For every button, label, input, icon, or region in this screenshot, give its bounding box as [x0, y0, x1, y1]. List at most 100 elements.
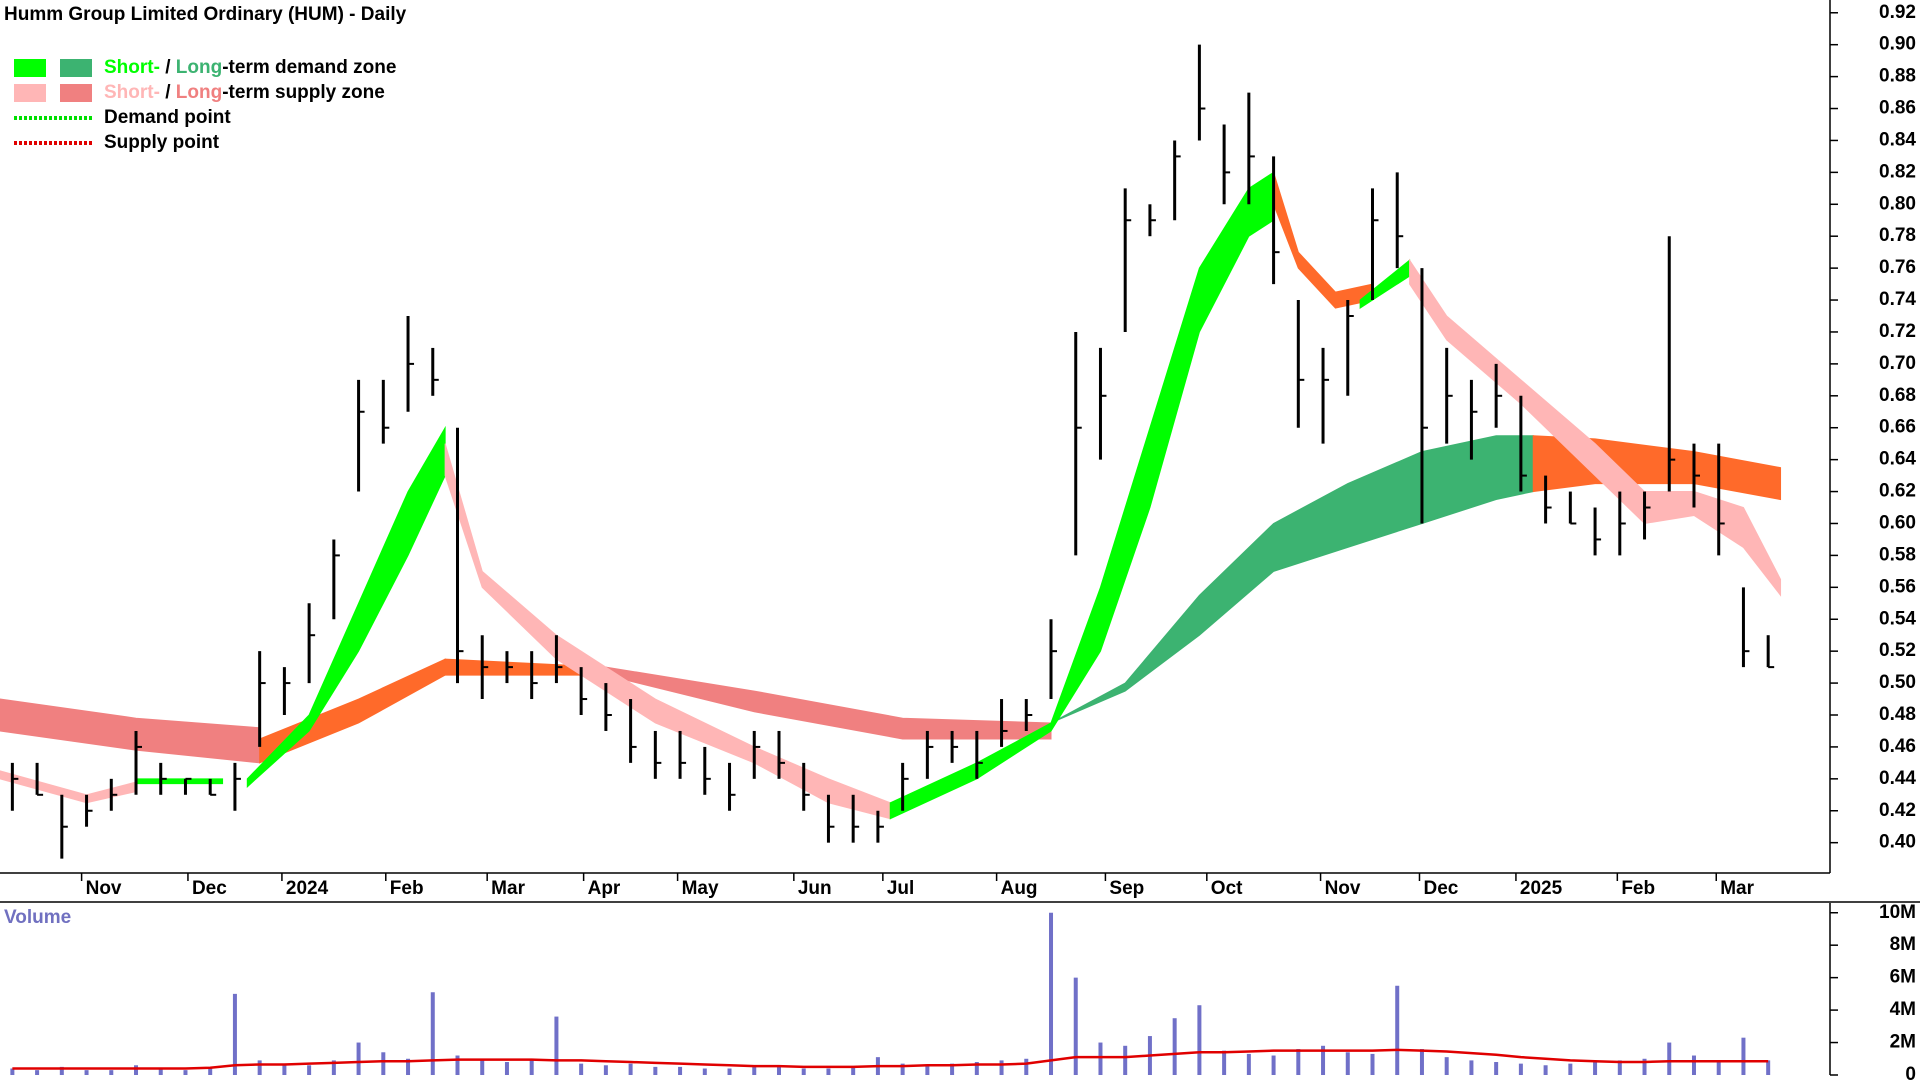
volume-bar — [406, 1058, 411, 1075]
volume-bar — [727, 1068, 732, 1075]
volume-bar — [1197, 1005, 1202, 1075]
volume-bar — [1617, 1060, 1622, 1075]
legend-part: / — [160, 82, 176, 103]
volume-bar — [1246, 1053, 1251, 1075]
legend-part: Short- — [104, 82, 160, 103]
y-tick-label: 0.92 — [1879, 2, 1916, 23]
y-tick-label: 0.80 — [1879, 193, 1916, 214]
volume-bar — [1593, 1062, 1598, 1075]
volume-bar — [1494, 1062, 1499, 1075]
y-tick-label: 0.46 — [1879, 736, 1916, 757]
volume-bar — [529, 1058, 534, 1075]
legend-part: Short- — [104, 57, 160, 78]
y-tick-label: 0.64 — [1879, 449, 1916, 470]
volume-bar — [579, 1063, 584, 1075]
x-tick-label: Sep — [1109, 878, 1144, 899]
volume-bar — [1716, 1060, 1721, 1075]
y-tick-label: 8M — [1890, 934, 1916, 955]
volume-bar — [653, 1066, 658, 1075]
zone — [444, 443, 891, 820]
volume-bar — [1518, 1063, 1523, 1075]
y-tick-label: 0.40 — [1879, 832, 1916, 853]
legend-label: Short- / Long-term demand zone — [104, 57, 396, 78]
volume-bar — [232, 993, 237, 1075]
volume-bar — [1419, 1049, 1424, 1075]
volume-bar — [1469, 1060, 1474, 1075]
y-tick-label: 0.90 — [1879, 34, 1916, 55]
volume-bar — [1642, 1058, 1647, 1075]
y-tick-label: 10M — [1879, 902, 1916, 923]
x-tick-label: Feb — [390, 878, 424, 899]
volume-bar — [59, 1066, 64, 1075]
y-tick-label: 0.70 — [1879, 353, 1916, 374]
legend-part: / — [160, 57, 176, 78]
volume-bar — [504, 1062, 509, 1075]
x-tick-label: Nov — [86, 878, 122, 899]
volume-bar — [1543, 1065, 1548, 1075]
volume-bar — [1123, 1045, 1128, 1075]
volume-bar — [826, 1068, 831, 1075]
y-tick-label: 0.62 — [1879, 481, 1916, 502]
volume-bar — [307, 1065, 312, 1075]
x-tick-label: Oct — [1211, 878, 1243, 899]
volume-bar — [183, 1070, 188, 1075]
x-tick-label: Feb — [1621, 878, 1655, 899]
volume-bar — [158, 1068, 163, 1075]
volume-bar — [1172, 1018, 1177, 1075]
y-tick-label: 0.82 — [1879, 161, 1916, 182]
y-tick-label: 0.44 — [1879, 768, 1916, 789]
y-tick-label: 0.58 — [1879, 544, 1916, 565]
volume-bar — [1321, 1045, 1326, 1075]
y-tick-label: 0.74 — [1879, 289, 1916, 310]
legend-label: Demand point — [104, 107, 231, 128]
volume-bar — [35, 1070, 40, 1075]
y-tick-label: 0.88 — [1879, 66, 1916, 87]
legend-swatch — [60, 59, 92, 77]
legend-label: Short- / Long-term supply zone — [104, 82, 385, 103]
zone — [1273, 172, 1373, 309]
x-tick-label: 2024 — [286, 878, 329, 899]
legend-part: -term demand zone — [222, 57, 396, 78]
volume-bar — [10, 1068, 15, 1075]
volume-bar — [257, 1060, 262, 1075]
y-tick-label: 0.42 — [1879, 800, 1916, 821]
y-tick-label: 0.72 — [1879, 321, 1916, 342]
volume-bar — [1073, 977, 1078, 1075]
volume-bar — [1222, 1050, 1227, 1075]
volume-bar — [628, 1063, 633, 1075]
y-tick-label: 2M — [1890, 1032, 1916, 1053]
y-tick-label: 0 — [1905, 1064, 1916, 1080]
y-tick-label: 0.86 — [1879, 98, 1916, 119]
volume-bar — [554, 1016, 559, 1075]
volume-bar — [282, 1063, 287, 1075]
x-tick-label: Jul — [887, 878, 914, 899]
x-tick-label: Mar — [491, 878, 525, 899]
x-tick-label: Jun — [798, 878, 832, 899]
x-tick-label: Dec — [1423, 878, 1458, 899]
x-tick-label: Aug — [1001, 878, 1038, 899]
y-tick-label: 0.60 — [1879, 512, 1916, 533]
volume-bar — [999, 1060, 1004, 1075]
volume-bar — [1741, 1037, 1746, 1075]
zone — [1359, 259, 1411, 309]
volume-bar — [603, 1065, 608, 1075]
chart-title: Humm Group Limited Ordinary (HUM) - Dail… — [4, 4, 407, 25]
legend-swatch — [60, 84, 92, 102]
x-tick-label: Nov — [1325, 878, 1361, 899]
y-tick-label: 0.68 — [1879, 385, 1916, 406]
x-tick-label: Apr — [588, 878, 621, 899]
volume-bar — [1296, 1049, 1301, 1075]
x-tick-label: Dec — [192, 878, 227, 899]
legend-swatch — [14, 84, 46, 102]
volume-bar — [950, 1063, 955, 1075]
y-tick-label: 6M — [1890, 967, 1916, 988]
volume-bar — [702, 1068, 707, 1075]
y-tick-label: 0.76 — [1879, 257, 1916, 278]
volume-bar — [851, 1066, 856, 1075]
y-tick-label: 0.66 — [1879, 417, 1916, 438]
volume-bar — [134, 1065, 139, 1075]
x-tick-label: 2025 — [1520, 878, 1563, 899]
volume-average — [12, 1048, 1769, 1070]
volume-bar — [84, 1070, 89, 1075]
